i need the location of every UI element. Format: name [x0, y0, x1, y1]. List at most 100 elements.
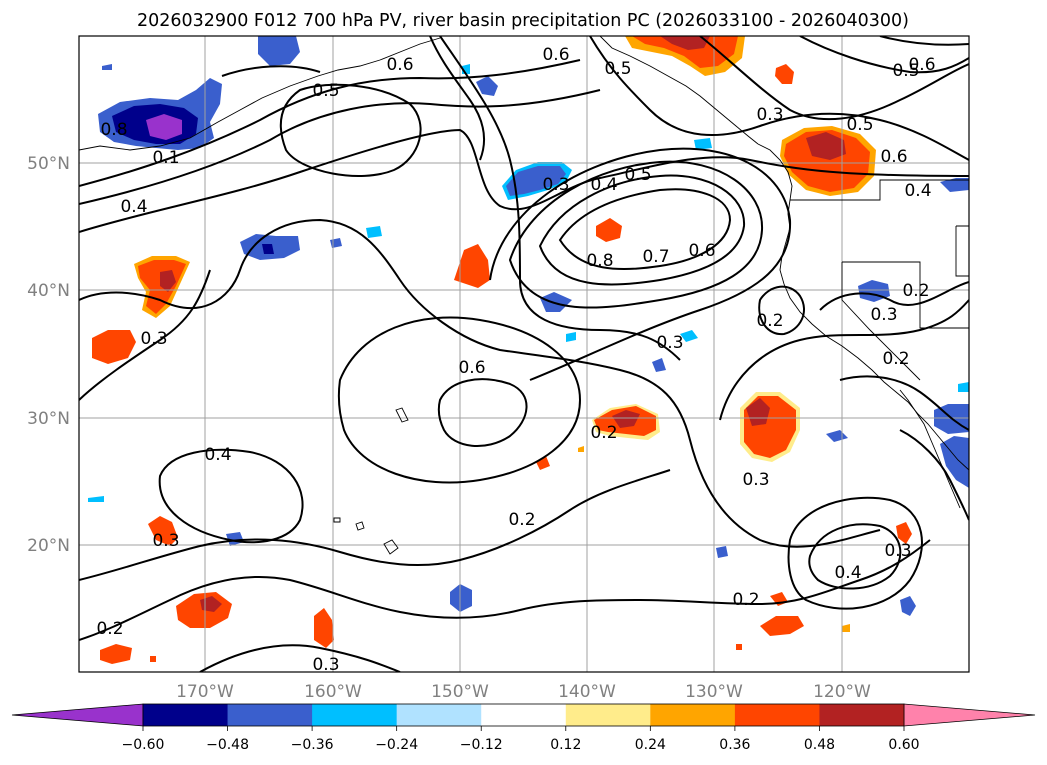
- contour-label: 0.2: [882, 349, 909, 369]
- precip-area: [366, 226, 382, 238]
- contour-label: 0.8: [586, 251, 613, 271]
- colorbar-tick-label: −0.60: [122, 737, 165, 753]
- colorbar-tick-label: 0.24: [635, 737, 666, 753]
- colorbar-tick-label: −0.48: [206, 737, 249, 753]
- precip-area: [102, 64, 112, 70]
- pv-contour: [879, 36, 969, 46]
- colorbar-segment: [227, 704, 313, 726]
- colorbar-tick-label: −0.36: [291, 737, 334, 753]
- precip-area: [746, 398, 770, 426]
- island: [355, 521, 365, 531]
- pv-contour: [719, 299, 969, 421]
- precip-area: [806, 132, 846, 160]
- alaska-coast: [79, 37, 441, 151]
- contour-label: 0.6: [880, 147, 907, 167]
- pv-contour: [489, 147, 792, 381]
- contour-label: 0.3: [152, 531, 179, 551]
- contour-label: 0.6: [386, 55, 413, 75]
- precip-area: [842, 624, 850, 632]
- pv-contour: [279, 83, 422, 177]
- contour-label: 0.3: [140, 329, 167, 349]
- map-frame: [78, 35, 970, 673]
- precip-area: [660, 36, 710, 50]
- pv-contour: [79, 269, 211, 401]
- contour-label: 0.4: [120, 197, 147, 217]
- pv-contour: [199, 644, 401, 672]
- precip-area: [896, 522, 912, 544]
- contour-label: 0.2: [96, 619, 123, 639]
- pv-contours: [79, 36, 969, 672]
- contour-label: 0.5: [846, 115, 873, 135]
- precip-area: [92, 330, 136, 364]
- colorbar-segment: [143, 704, 229, 726]
- contour-label: 0.2: [902, 281, 929, 301]
- colorbar-segment: [734, 704, 820, 726]
- colorbar-segment: [650, 704, 736, 726]
- colorbar-ticks: −0.60 −0.48 −0.36 −0.24 −0.12 0.12 0.24 0.36 0.4…: [122, 726, 920, 753]
- pv-contour: [538, 174, 746, 286]
- pv-contour: [337, 316, 582, 484]
- lon-label: 160°W: [304, 682, 362, 702]
- colorbar-segment: [312, 704, 398, 726]
- pv-contour: [79, 128, 969, 233]
- colorbar-segment: [481, 704, 567, 726]
- lat-label: 30°N: [27, 409, 70, 429]
- precip-area: [784, 130, 870, 192]
- precip-area: [450, 584, 472, 612]
- lat-label: 40°N: [27, 281, 70, 301]
- pv-contour: [79, 89, 601, 205]
- precip-area: [652, 358, 666, 372]
- precip-area: [958, 382, 969, 392]
- pv-contour: [899, 429, 969, 521]
- contour-label: 0.3: [884, 541, 911, 561]
- precip-area: [694, 138, 712, 150]
- contour-label: 0.4: [834, 563, 861, 583]
- precip-area: [146, 114, 182, 140]
- pv-contour: [758, 285, 805, 336]
- pv-contour: [699, 36, 969, 121]
- island: [395, 407, 409, 423]
- contour-label: 0.1: [152, 148, 179, 168]
- colorbar-tick-label: 0.60: [888, 737, 919, 753]
- alaska-coast-south: [599, 36, 759, 145]
- contour-label: 0.3: [542, 175, 569, 195]
- state-border: [955, 225, 969, 277]
- contour-label: 0.2: [590, 423, 617, 443]
- map-panel: 0.6 0.5 0.6 0.5 0.8 0.1 0.4 0.3 0.4 0.5 0.8 0.7 0.6 0…: [78, 35, 970, 675]
- colorbar-segment: [819, 704, 905, 726]
- contour-label: 0.5: [624, 165, 651, 185]
- contour-label: 0.5: [892, 61, 919, 81]
- precip-area: [940, 178, 969, 192]
- precip-area: [632, 36, 738, 68]
- precip-area: [454, 244, 490, 288]
- pv-contour: [79, 539, 931, 641]
- precip-area: [760, 616, 804, 636]
- precip-area: [900, 596, 916, 616]
- contour-labels: 0.6 0.5 0.6 0.5 0.8 0.1 0.4 0.3 0.4 0.5 0.8 0.7 0.6 0…: [96, 45, 935, 675]
- colorbar-tick-label: 0.48: [804, 737, 835, 753]
- contour-label: 0.4: [204, 445, 231, 465]
- contour-label: 0.5: [604, 59, 631, 79]
- pv-contour: [429, 36, 486, 161]
- colorbar-tick-label: −0.24: [375, 737, 418, 753]
- precip-area: [680, 330, 698, 342]
- precip-area: [540, 292, 572, 312]
- colorbar-segments: [11, 703, 1036, 727]
- precip-area: [506, 166, 566, 196]
- state-border: [841, 262, 921, 381]
- lon-label: 170°W: [176, 682, 234, 702]
- pv-contour: [819, 281, 969, 311]
- colorbar-max-extension: [903, 703, 1036, 727]
- contour-label: 0.6: [542, 45, 569, 65]
- colorbar-frame: [142, 703, 905, 727]
- colorbar-tick-label: 0.36: [719, 737, 750, 753]
- island: [383, 539, 399, 555]
- precip-area: [536, 456, 550, 470]
- precip-area: [716, 546, 728, 558]
- contour-label: 0.3: [742, 470, 769, 490]
- lat-label: 20°N: [27, 536, 70, 556]
- contour-label: 0.7: [642, 247, 669, 267]
- precip-area: [262, 244, 274, 254]
- contour-label: 0.8: [100, 120, 127, 140]
